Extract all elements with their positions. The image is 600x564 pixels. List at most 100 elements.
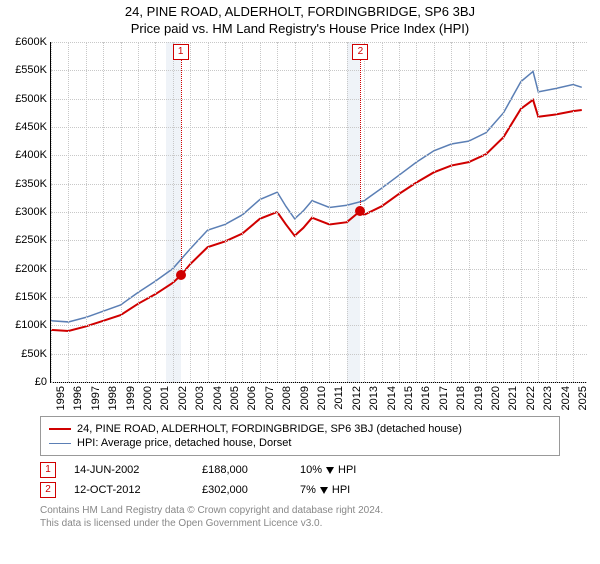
x-axis-label: 2022 bbox=[525, 386, 537, 410]
y-axis-label: £300K bbox=[15, 206, 47, 218]
gridline-h bbox=[51, 70, 587, 71]
x-axis-label: 2023 bbox=[542, 386, 554, 410]
gridline-h bbox=[51, 354, 587, 355]
gridline-v bbox=[434, 42, 435, 382]
x-axis-label: 2024 bbox=[560, 386, 572, 410]
x-axis-label: 1995 bbox=[55, 386, 67, 410]
transaction-row: 114-JUN-2002£188,00010%HPI bbox=[40, 462, 560, 478]
y-axis-label: £250K bbox=[15, 234, 47, 246]
tx-delta-pct: 7% bbox=[300, 484, 316, 496]
gridline-h bbox=[51, 269, 587, 270]
gridline-v bbox=[208, 42, 209, 382]
gridline-v bbox=[260, 42, 261, 382]
gridline-h bbox=[51, 184, 587, 185]
gridline-v bbox=[173, 42, 174, 382]
gridline-h bbox=[51, 212, 587, 213]
gridline-v bbox=[503, 42, 504, 382]
x-axis-label: 1997 bbox=[90, 386, 102, 410]
x-axis-label: 2012 bbox=[351, 386, 363, 410]
tx-delta-pct: 10% bbox=[300, 464, 322, 476]
footer-line-2: This data is licensed under the Open Gov… bbox=[40, 517, 560, 530]
x-axis-label: 2020 bbox=[490, 386, 502, 410]
x-axis-label: 2019 bbox=[473, 386, 485, 410]
gridline-v bbox=[312, 42, 313, 382]
tx-price: £302,000 bbox=[202, 484, 282, 496]
legend-box: 24, PINE ROAD, ALDERHOLT, FORDINGBRIDGE,… bbox=[40, 416, 560, 456]
chart-area: £0£50K£100K£150K£200K£250K£300K£350K£400… bbox=[50, 42, 586, 412]
gridline-v bbox=[329, 42, 330, 382]
gridline-h bbox=[51, 382, 587, 383]
x-axis-label: 2015 bbox=[403, 386, 415, 410]
transaction-row: 212-OCT-2012£302,0007%HPI bbox=[40, 482, 560, 498]
tx-number: 2 bbox=[40, 482, 56, 498]
gridline-v bbox=[556, 42, 557, 382]
x-axis-label: 1998 bbox=[107, 386, 119, 410]
marker-line-1 bbox=[181, 60, 182, 275]
footer-attribution: Contains HM Land Registry data © Crown c… bbox=[40, 504, 560, 530]
y-axis-label: £350K bbox=[15, 178, 47, 190]
gridline-v bbox=[295, 42, 296, 382]
gridline-v bbox=[190, 42, 191, 382]
y-axis-label: £50K bbox=[21, 348, 47, 360]
gridline-v bbox=[121, 42, 122, 382]
marker-point-2 bbox=[355, 206, 365, 216]
gridline-v bbox=[538, 42, 539, 382]
y-axis-label: £0 bbox=[35, 376, 47, 388]
x-axis-label: 2001 bbox=[159, 386, 171, 410]
marker-box-2: 2 bbox=[352, 44, 368, 60]
gridline-h bbox=[51, 240, 587, 241]
marker-box-1: 1 bbox=[173, 44, 189, 60]
gridline-v bbox=[469, 42, 470, 382]
chart-title: 24, PINE ROAD, ALDERHOLT, FORDINGBRIDGE,… bbox=[0, 4, 600, 19]
x-axis-label: 2011 bbox=[333, 386, 345, 410]
gridline-v bbox=[382, 42, 383, 382]
y-axis-label: £150K bbox=[15, 291, 47, 303]
y-axis-label: £400K bbox=[15, 149, 47, 161]
footer-line-1: Contains HM Land Registry data © Crown c… bbox=[40, 504, 560, 517]
y-axis-label: £550K bbox=[15, 64, 47, 76]
tx-delta: 7% HPI bbox=[300, 484, 400, 496]
y-axis-label: £200K bbox=[15, 263, 47, 275]
gridline-v bbox=[225, 42, 226, 382]
gridline-v bbox=[242, 42, 243, 382]
chart-subtitle: Price paid vs. HM Land Registry's House … bbox=[0, 21, 600, 36]
y-axis-label: £500K bbox=[15, 93, 47, 105]
gridline-h bbox=[51, 325, 587, 326]
legend-swatch bbox=[49, 428, 71, 430]
gridline-v bbox=[486, 42, 487, 382]
x-axis-label: 2021 bbox=[507, 386, 519, 410]
x-axis-label: 2009 bbox=[299, 386, 311, 410]
gridline-v bbox=[451, 42, 452, 382]
x-axis-label: 2017 bbox=[438, 386, 450, 410]
x-axis-label: 2014 bbox=[386, 386, 398, 410]
y-axis-label: £100K bbox=[15, 319, 47, 331]
gridline-v bbox=[347, 42, 348, 382]
gridline-v bbox=[155, 42, 156, 382]
y-axis-label: £450K bbox=[15, 121, 47, 133]
tx-delta-ref: HPI bbox=[332, 484, 350, 496]
x-axis-label: 2016 bbox=[420, 386, 432, 410]
series-hpi_dorset bbox=[51, 71, 582, 321]
x-axis-label: 2003 bbox=[194, 386, 206, 410]
x-axis-label: 2008 bbox=[281, 386, 293, 410]
gridline-h bbox=[51, 42, 587, 43]
gridline-v bbox=[51, 42, 52, 382]
x-axis-label: 2025 bbox=[577, 386, 589, 410]
legend-item: 24, PINE ROAD, ALDERHOLT, FORDINGBRIDGE,… bbox=[49, 423, 551, 435]
legend-label: 24, PINE ROAD, ALDERHOLT, FORDINGBRIDGE,… bbox=[77, 423, 462, 435]
x-axis-label: 2007 bbox=[264, 386, 276, 410]
x-axis-label: 2018 bbox=[455, 386, 467, 410]
gridline-v bbox=[68, 42, 69, 382]
marker-point-1 bbox=[176, 270, 186, 280]
tx-delta: 10%HPI bbox=[300, 464, 400, 476]
x-axis-label: 2010 bbox=[316, 386, 328, 410]
plot-region: £0£50K£100K£150K£200K£250K£300K£350K£400… bbox=[50, 42, 587, 383]
arrow-down-icon bbox=[326, 467, 334, 474]
legend-swatch bbox=[49, 443, 71, 444]
gridline-v bbox=[103, 42, 104, 382]
gridline-h bbox=[51, 127, 587, 128]
gridline-h bbox=[51, 99, 587, 100]
arrow-down-icon bbox=[320, 487, 328, 494]
x-axis-label: 1999 bbox=[125, 386, 137, 410]
x-axis-label: 2005 bbox=[229, 386, 241, 410]
